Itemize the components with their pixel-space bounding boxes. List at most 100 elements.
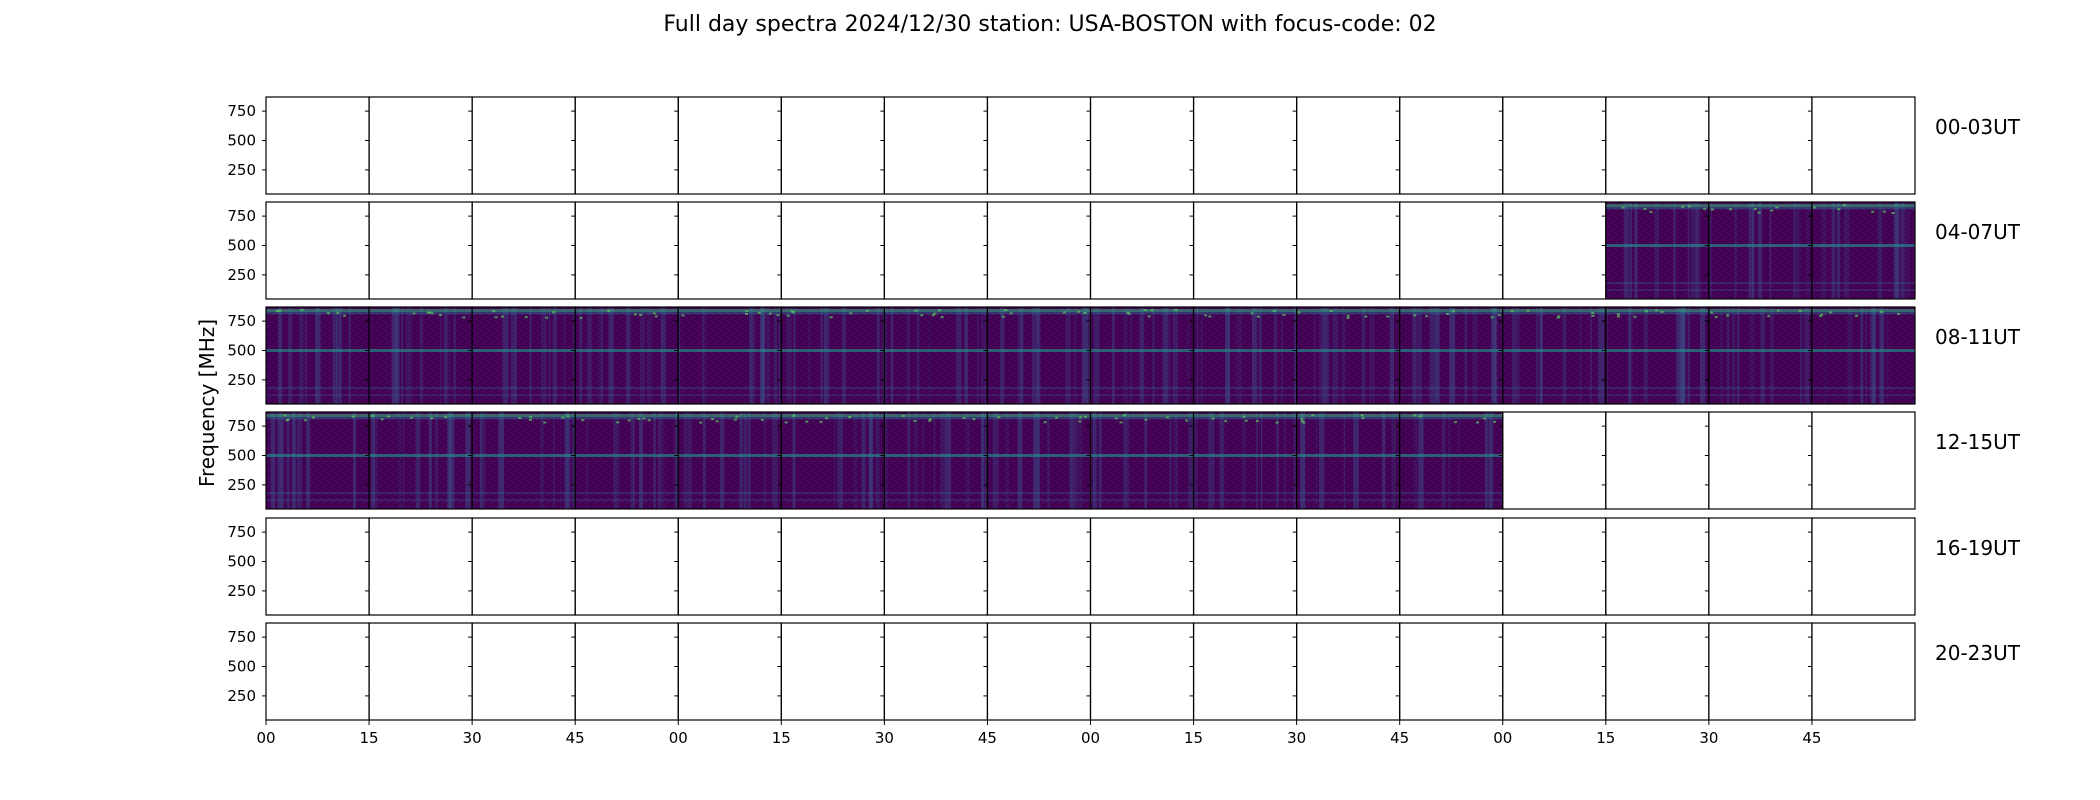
panel-frame <box>986 517 1092 616</box>
spectrum-speckle <box>972 418 976 421</box>
spectrum-noise <box>884 412 988 509</box>
spectrum-noise <box>575 307 679 404</box>
spectrum-column <box>653 412 656 509</box>
spectrum-speckle <box>1855 314 1859 317</box>
spectrum-panel <box>1498 622 1607 721</box>
spectrum-speckle <box>849 312 853 315</box>
spectrum-column <box>415 412 421 509</box>
spectrum-column <box>1414 412 1420 509</box>
y-tick-label: 250 <box>227 476 256 494</box>
spectrum-column <box>1047 412 1050 509</box>
spectrum-panel <box>1086 517 1195 616</box>
y-tick-label: 500 <box>227 658 256 676</box>
spectrum-column <box>1540 307 1543 404</box>
spectrum-column <box>916 307 920 404</box>
spectrum-column <box>977 307 979 404</box>
spectrum-column <box>1514 307 1521 404</box>
spectrum-speckle <box>699 421 703 424</box>
spectrum-noise <box>1296 307 1400 404</box>
spectrum-band <box>1296 492 1400 495</box>
spectrum-speckle <box>791 311 795 314</box>
spectrum-column <box>1276 412 1279 509</box>
x-tick-label: 45 <box>978 729 997 747</box>
panel-frame <box>1399 622 1504 721</box>
spectrum-band <box>1296 311 1400 315</box>
spectrum-speckle <box>303 419 307 422</box>
spectrum-band <box>575 492 679 495</box>
spectrum-speckle <box>581 419 585 422</box>
spectrum-band <box>1296 309 1400 313</box>
spectrum-band <box>781 309 885 313</box>
spectrum-panel <box>880 622 989 721</box>
spectrum-column <box>278 307 282 404</box>
spectrum-column <box>793 307 796 404</box>
spectrum-column <box>808 307 811 404</box>
spectrum-column <box>837 412 843 509</box>
spectrum-band <box>1296 454 1400 458</box>
spectrum-column <box>1847 307 1853 404</box>
spectrum-column <box>1019 307 1024 404</box>
spectrum-column <box>1175 412 1178 509</box>
spectrum-panel <box>674 517 782 616</box>
spectrum-column <box>1196 307 1199 404</box>
spectrum-speckle <box>1526 309 1530 312</box>
spectrum-panel <box>1807 306 1916 405</box>
spectrum-band <box>575 499 679 502</box>
spectrum-band <box>987 349 1091 353</box>
spectrum-speckle <box>552 311 556 314</box>
spectrum-column <box>773 307 778 404</box>
spectrum-panel <box>1704 201 1813 300</box>
spectrum-column <box>1098 412 1103 509</box>
spectrum-column <box>869 412 873 509</box>
spectrum-band <box>1193 454 1297 458</box>
spectrum-column <box>586 412 588 509</box>
spectrum-band <box>1811 309 1915 313</box>
spectrum-column <box>500 412 505 509</box>
spectrum-column <box>286 412 290 509</box>
spectrum-panel <box>571 306 679 405</box>
x-tick-label: 30 <box>1287 729 1306 747</box>
spectrum-panel <box>880 411 989 510</box>
spectrum-band <box>678 394 782 397</box>
row-label: 00-03UT <box>1935 115 2021 139</box>
spectrum-panel <box>1704 517 1813 616</box>
y-tick-label: 250 <box>227 582 256 600</box>
spectrum-band <box>678 349 782 353</box>
spectrum-column <box>1037 307 1041 404</box>
spectrum-column <box>1905 202 1910 299</box>
spectrum-noise <box>987 307 1091 404</box>
spectrum-speckle <box>275 310 279 313</box>
x-tick-label: 30 <box>463 729 482 747</box>
spectrum-noise <box>1193 307 1297 404</box>
spectrum-column <box>1173 412 1178 509</box>
spectrum-band <box>1502 349 1606 353</box>
spectrum-column <box>1511 307 1516 404</box>
spectrum-column <box>1093 307 1100 404</box>
spectrum-panel <box>1601 622 1710 721</box>
spectrum-band <box>575 387 679 390</box>
spectrum-band <box>1605 387 1709 390</box>
spectrum-column <box>270 412 276 509</box>
spectrum-column <box>315 307 318 404</box>
spectrum-column <box>1812 307 1814 404</box>
spectrum-speckle <box>1483 417 1487 420</box>
spectrum-speckle <box>430 417 434 420</box>
spectrum-panel <box>674 306 783 405</box>
panel-frame <box>1502 411 1607 510</box>
spectrum-column <box>299 307 304 404</box>
spectrum-band <box>472 416 576 420</box>
spectrum-band <box>1296 499 1400 502</box>
spectrum-column <box>1412 307 1417 404</box>
spectrum-band <box>1399 311 1503 315</box>
spectrum-column <box>453 307 456 404</box>
spectrum-column <box>1731 307 1736 404</box>
spectrum-band <box>575 394 679 397</box>
panel-frame <box>574 622 679 721</box>
spectrum-speckle <box>1776 309 1780 312</box>
spectrum-column <box>766 307 770 404</box>
spectrum-column <box>1820 202 1827 299</box>
spectrum-panel <box>777 622 885 721</box>
spectrum-panel <box>1498 411 1607 510</box>
spectrum-panel <box>365 96 473 195</box>
spectrum-band <box>369 349 473 353</box>
